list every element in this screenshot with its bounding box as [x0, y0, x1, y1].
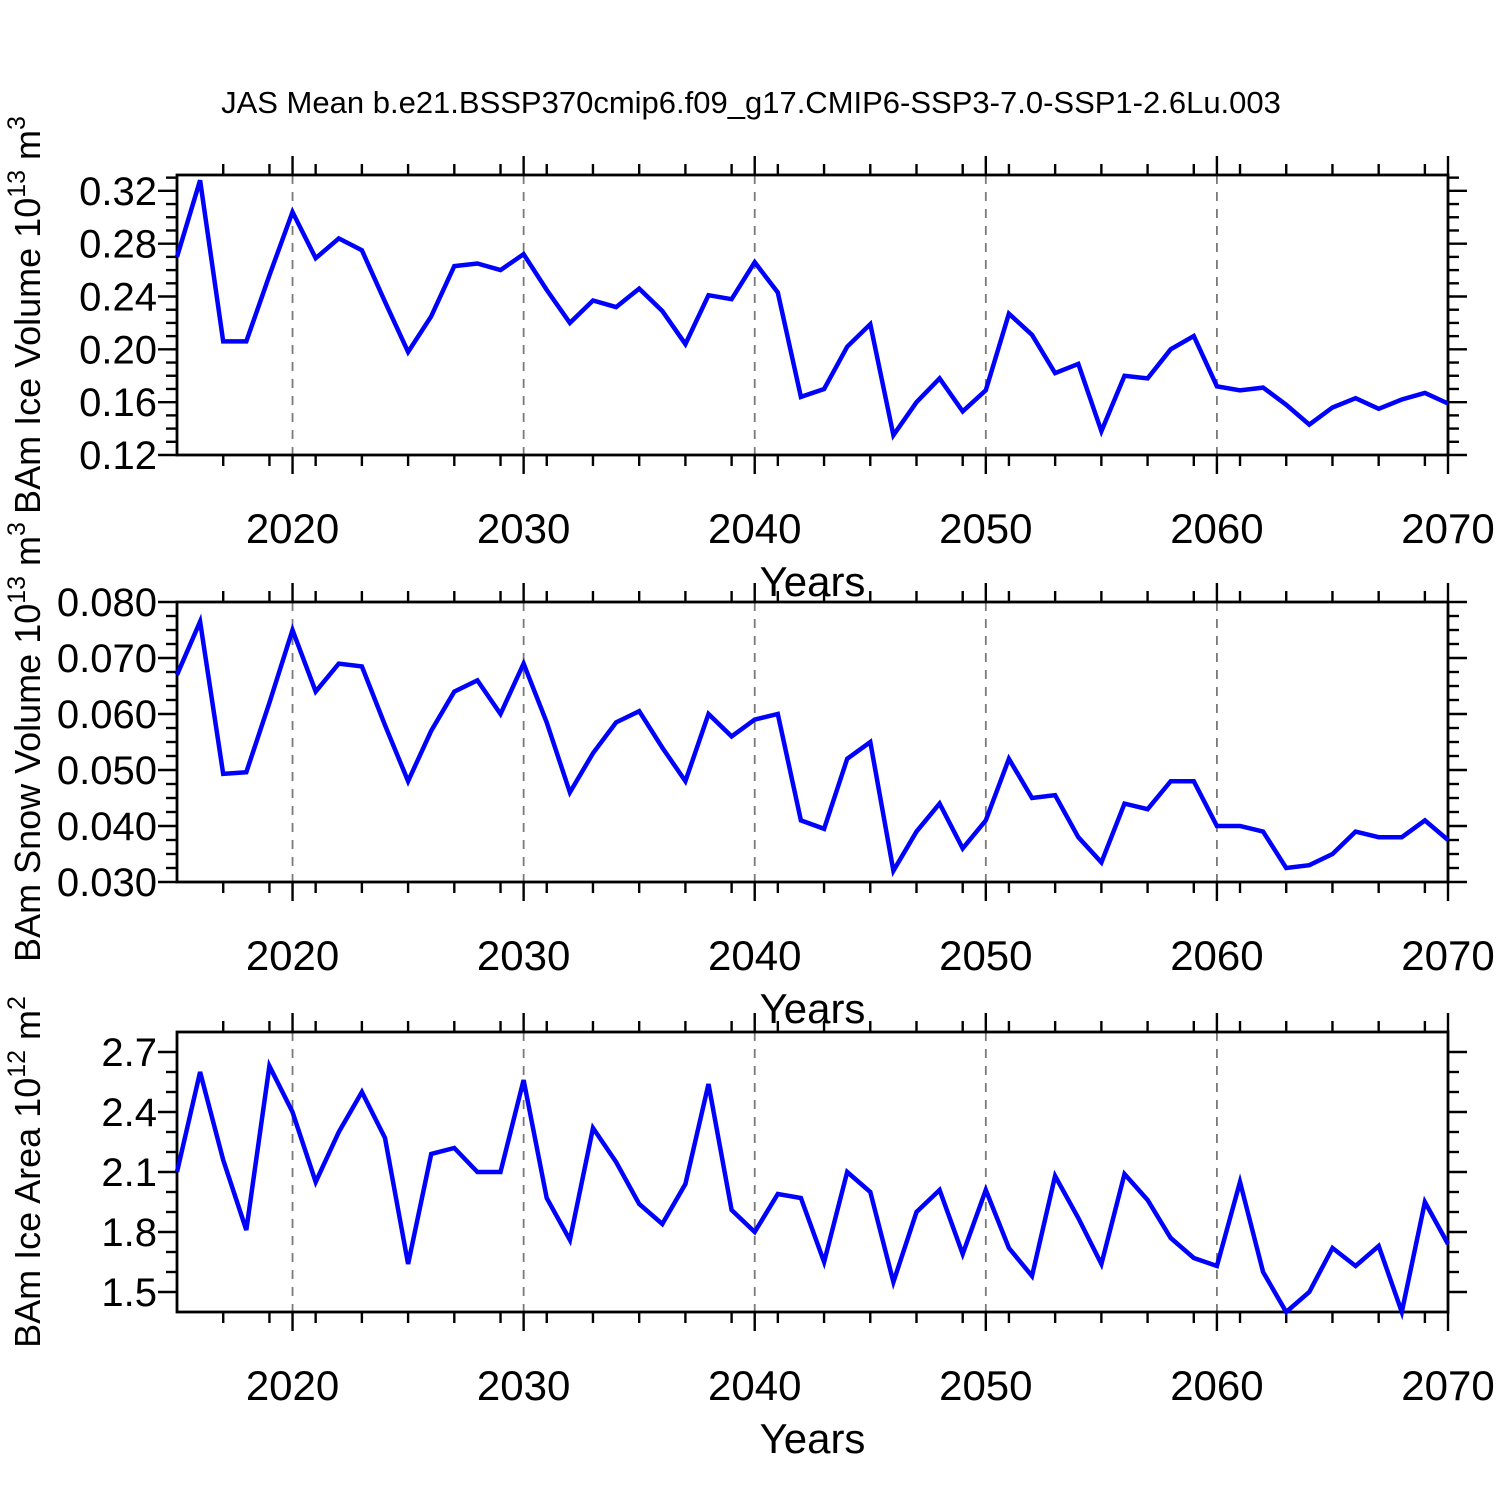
ice-volume-series-line — [174, 179, 1449, 441]
snow-volume-series-line — [174, 613, 1450, 878]
y-axis-title: BAm Ice Area 1012 m2 — [3, 996, 48, 1348]
y-tick-label: 0.050 — [57, 749, 157, 793]
ice-area-chart: 1.5 1.8 2.1 2.4 2.7 2020 2030 2040 2050 2060 2070 Y… — [3, 996, 1495, 1462]
y-tick-label: 0.040 — [57, 805, 157, 849]
x-tick-label: 2040 — [708, 932, 801, 979]
y-tick-label: 0.28 — [79, 223, 157, 267]
x-tick-label: 2050 — [939, 505, 1032, 552]
x-tick-label: 2030 — [477, 932, 570, 979]
x-tick-label: 2020 — [246, 932, 339, 979]
x-tick-label: 2050 — [939, 932, 1032, 979]
y-tick-label: 2.4 — [101, 1091, 157, 1135]
x-tick-label: 2040 — [708, 1362, 801, 1409]
x-tick-label: 2070 — [1401, 932, 1494, 979]
y-tick-label: 0.20 — [79, 328, 157, 372]
x-tick-label: 2060 — [1170, 1362, 1263, 1409]
y-tick-label: 1.8 — [101, 1211, 157, 1255]
x-tick-label: 2060 — [1170, 505, 1263, 552]
y-tick-label: 0.24 — [79, 276, 157, 320]
x-tick-label: 2040 — [708, 505, 801, 552]
y-tick-label: 0.070 — [57, 637, 157, 681]
y-tick-label: 0.16 — [79, 381, 157, 425]
y-tick-label: 2.7 — [101, 1031, 157, 1075]
plot-frame — [175, 600, 1450, 884]
charts-root: 0.12 0.16 0.20 0.24 0.28 0.32 2020 2030 2040 2050… — [3, 116, 1495, 1462]
x-axis-title: Years — [760, 558, 866, 605]
ice-volume-chart: 0.12 0.16 0.20 0.24 0.28 0.32 2020 2030 2040 2050… — [3, 116, 1495, 605]
snow-volume-chart: 0.030 0.040 0.050 0.060 0.070 0.080 2020 2030 20… — [3, 522, 1495, 1032]
figure-title: JAS Mean b.e21.BSSP370cmip6.f09_g17.CMIP… — [221, 85, 1281, 120]
x-tick-label: 2030 — [477, 505, 570, 552]
ice-area-series-line — [174, 1058, 1450, 1321]
y-tick-label: 0.12 — [79, 434, 157, 478]
y-tick-label: 0.32 — [79, 170, 157, 214]
x-axis-title: Years — [760, 1415, 866, 1462]
x-tick-label: 2020 — [246, 1362, 339, 1409]
y-axis-title: BAm Ice Volume 1013 m3 — [3, 116, 48, 514]
x-axis-title: Years — [760, 985, 866, 1032]
y-tick-label: 1.5 — [101, 1271, 157, 1315]
x-tick-label: 2030 — [477, 1362, 570, 1409]
plot-frame — [175, 1030, 1450, 1314]
x-tick-label: 2070 — [1401, 1362, 1494, 1409]
x-tick-label: 2020 — [246, 505, 339, 552]
x-tick-label: 2070 — [1401, 505, 1494, 552]
y-axis-title: BAm Snow Volume 1013 m3 — [3, 522, 48, 962]
y-tick-label: 2.1 — [101, 1151, 157, 1195]
y-tick-label: 0.060 — [57, 693, 157, 737]
x-tick-label: 2050 — [939, 1362, 1032, 1409]
x-tick-label: 2060 — [1170, 932, 1263, 979]
y-tick-label: 0.030 — [57, 861, 157, 905]
plot-frame — [175, 173, 1450, 457]
y-tick-label: 0.080 — [57, 581, 157, 625]
